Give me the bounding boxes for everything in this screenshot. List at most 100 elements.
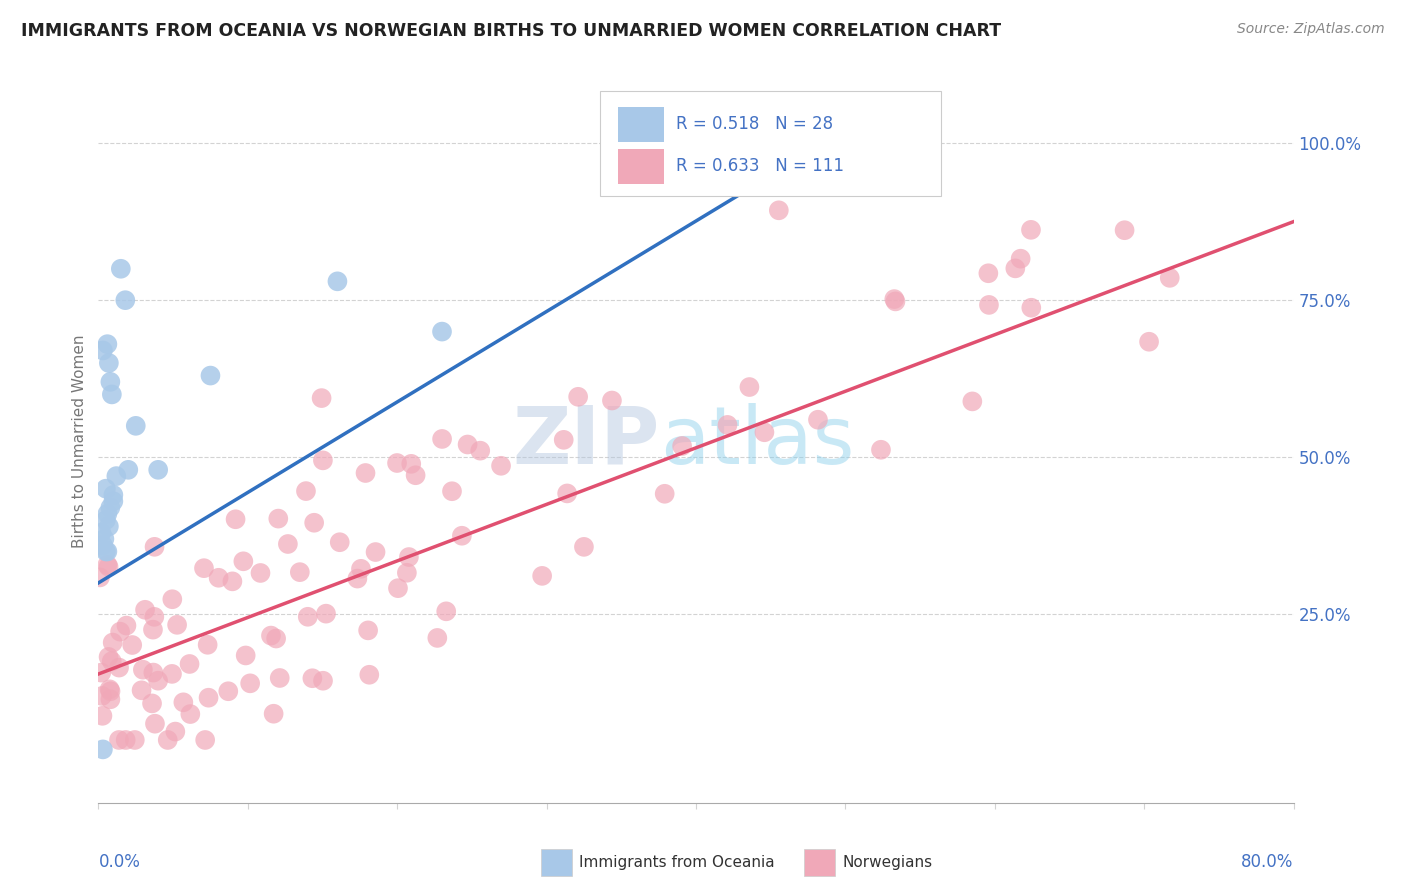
Point [398,549,420,564]
Point [405,468,427,483]
Text: R = 0.633   N = 111: R = 0.633 N = 111 [676,157,844,175]
Point [90,525,112,540]
Point [768,203,790,218]
Point [1137,334,1160,349]
Point [395,566,418,580]
Point [121,638,143,652]
Text: Source: ZipAtlas.com: Source: ZipAtlas.com [1237,22,1385,37]
Point [1010,252,1032,266]
Point [807,413,830,427]
Point [115,618,138,632]
Point [105,469,128,483]
Text: Norwegians: Norwegians [842,855,932,870]
Point [267,511,290,525]
Point [1114,223,1136,237]
Point [297,609,319,624]
Point [134,603,156,617]
Point [385,456,408,470]
Point [98,682,121,697]
Point [93,532,115,546]
Point [217,684,239,698]
Point [434,604,457,618]
Point [162,592,184,607]
Point [312,673,335,688]
Point [567,390,589,404]
Point [1004,261,1026,276]
Point [387,581,409,595]
Point [91,538,114,552]
Point [354,466,377,480]
Point [97,519,120,533]
Point [820,155,842,169]
Point [131,683,153,698]
Point [489,458,512,473]
Point [132,663,155,677]
Point [96,558,118,572]
Point [430,432,453,446]
Point [225,512,247,526]
Point [91,343,114,358]
Point [97,559,120,574]
Point [207,571,229,585]
Point [96,507,118,521]
Point [716,417,738,432]
Point [312,453,335,467]
Point [200,368,222,383]
Point [264,632,287,646]
Point [142,665,165,680]
Point [143,540,166,554]
Point [364,545,387,559]
Point [738,380,761,394]
Point [125,418,148,433]
Point [295,484,318,499]
Point [100,684,122,698]
FancyBboxPatch shape [619,107,664,142]
Point [301,671,323,685]
Point [179,707,201,722]
Point [884,294,907,309]
FancyBboxPatch shape [600,91,941,196]
FancyBboxPatch shape [619,149,664,184]
Point [311,391,333,405]
Point [98,500,122,515]
Point [156,733,179,747]
Point [96,544,118,558]
Point [350,562,373,576]
Point [249,566,271,580]
Point [457,437,479,451]
Point [654,487,676,501]
Point [754,425,776,440]
Point [1019,223,1042,237]
Point [91,689,114,703]
Point [232,554,254,568]
Point [962,394,984,409]
Point [263,706,285,721]
Point [302,516,325,530]
Text: ZIP: ZIP [513,402,661,481]
Point [101,635,124,649]
Point [94,544,117,558]
Point [90,665,112,680]
Point [470,443,492,458]
Point [114,733,136,747]
Point [315,607,337,621]
Point [269,671,291,685]
Point [531,569,554,583]
Text: 80.0%: 80.0% [1241,854,1294,871]
Point [103,494,125,508]
Point [94,513,117,527]
Point [91,708,114,723]
Point [114,293,136,308]
Point [142,623,165,637]
Point [399,457,422,471]
Point [572,540,595,554]
Point [346,572,368,586]
Point [357,624,380,638]
Point [166,617,188,632]
Y-axis label: Births to Unmarried Women: Births to Unmarried Women [72,334,87,549]
Point [148,463,170,477]
Point [426,631,449,645]
Point [143,716,166,731]
Point [117,463,139,477]
Point [108,733,131,747]
